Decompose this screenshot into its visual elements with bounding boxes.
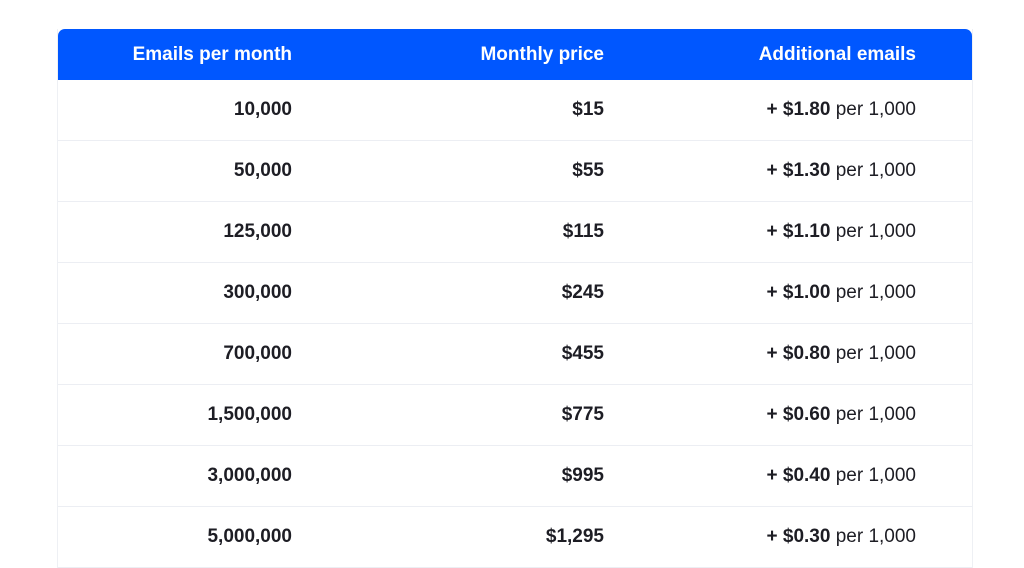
- additional-cell: + $0.40 per 1,000: [604, 465, 917, 487]
- emails-cell: 50,000: [233, 160, 292, 181]
- price-cell: $55: [572, 160, 604, 181]
- unit-text: per 1,000: [835, 99, 916, 120]
- emails-cell: 10,000: [233, 99, 292, 120]
- header-monthly-price: Monthly price: [480, 43, 604, 65]
- unit-text: per 1,000: [835, 343, 916, 364]
- table-row: 300,000 $245 + $1.00 per 1,000: [58, 263, 972, 324]
- table-row: 700,000 $455 + $0.80 per 1,000: [58, 324, 972, 385]
- table-row: 1,500,000 $775 + $0.60 per 1,000: [58, 385, 972, 446]
- header-emails-per-month: Emails per month: [132, 43, 292, 65]
- additional-cell: + $0.80 per 1,000: [604, 343, 917, 365]
- emails-cell: 5,000,000: [207, 526, 292, 547]
- price-cell: $115: [562, 221, 604, 242]
- table-header: Emails per month Monthly price Additiona…: [58, 29, 972, 80]
- additional-cell: + $0.30 per 1,000: [604, 526, 917, 548]
- unit-text: per 1,000: [835, 526, 916, 547]
- pricing-table: Emails per month Monthly price Additiona…: [57, 29, 973, 568]
- rate-text: + $1.80: [766, 99, 831, 120]
- additional-cell: + $1.10 per 1,000: [604, 221, 917, 243]
- additional-cell: + $1.80 per 1,000: [604, 99, 917, 121]
- rate-text: + $1.00: [766, 282, 831, 303]
- rate-text: + $0.60: [766, 404, 831, 425]
- emails-cell: 300,000: [223, 282, 292, 303]
- price-cell: $455: [561, 343, 604, 364]
- unit-text: per 1,000: [835, 160, 916, 181]
- table-row: 125,000 $115 + $1.10 per 1,000: [58, 202, 972, 263]
- price-cell: $15: [572, 99, 604, 120]
- additional-cell: + $1.30 per 1,000: [604, 160, 917, 182]
- rate-text: + $0.80: [766, 343, 831, 364]
- emails-cell: 1,500,000: [207, 404, 292, 425]
- table-row: 50,000 $55 + $1.30 per 1,000: [58, 141, 972, 202]
- unit-text: per 1,000: [835, 221, 916, 242]
- price-cell: $775: [561, 404, 604, 425]
- table-row: 5,000,000 $1,295 + $0.30 per 1,000: [58, 507, 972, 568]
- unit-text: per 1,000: [835, 465, 916, 486]
- table-row: 10,000 $15 + $1.80 per 1,000: [58, 80, 972, 141]
- additional-cell: + $1.00 per 1,000: [604, 282, 917, 304]
- table-row: 3,000,000 $995 + $0.40 per 1,000: [58, 446, 972, 507]
- additional-cell: + $0.60 per 1,000: [604, 404, 917, 426]
- header-additional-emails: Additional emails: [758, 43, 916, 65]
- rate-text: + $1.10: [766, 221, 831, 242]
- unit-text: per 1,000: [835, 282, 916, 303]
- price-cell: $245: [561, 282, 604, 303]
- rate-text: + $0.40: [766, 465, 831, 486]
- price-cell: $995: [561, 465, 604, 486]
- emails-cell: 3,000,000: [207, 465, 292, 486]
- emails-cell: 125,000: [223, 221, 292, 242]
- emails-cell: 700,000: [223, 343, 292, 364]
- price-cell: $1,295: [545, 526, 604, 547]
- rate-text: + $1.30: [766, 160, 831, 181]
- rate-text: + $0.30: [766, 526, 831, 547]
- unit-text: per 1,000: [835, 404, 916, 425]
